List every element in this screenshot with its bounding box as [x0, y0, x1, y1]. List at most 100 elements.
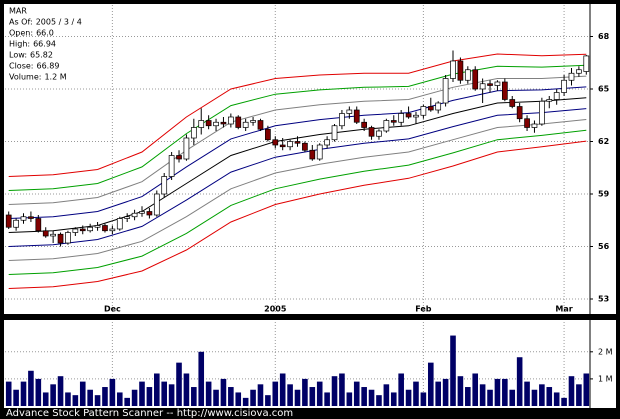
candle-body [316, 144, 323, 160]
candle-body [65, 232, 71, 244]
info-label: Close: [9, 62, 34, 71]
candle-body [346, 109, 353, 114]
candle-body [205, 120, 212, 127]
y-tick-label: 65 [598, 85, 610, 94]
candle-body [220, 121, 227, 125]
candle-body [57, 233, 64, 244]
volume-bar [398, 373, 404, 406]
candle-body [87, 226, 94, 232]
volume-bar [472, 373, 479, 406]
candle-body [153, 193, 160, 216]
candle-body [531, 123, 538, 128]
volume-bar [198, 351, 205, 406]
candle-body [102, 225, 108, 232]
volume-bar [5, 381, 12, 406]
volume-bar [420, 392, 427, 406]
volume-bar [213, 389, 219, 406]
candle-body [420, 106, 427, 116]
candle-body [539, 100, 545, 125]
candle-body [265, 128, 271, 141]
volume-bar [368, 389, 375, 406]
candle-body [116, 218, 123, 230]
candle-body [213, 121, 219, 127]
band-line [8, 75, 587, 205]
band-line [8, 140, 587, 289]
volume-bar [154, 373, 160, 406]
volume-bar [161, 381, 168, 406]
volume-bar [220, 378, 227, 406]
candle-body [190, 127, 197, 139]
volume-bar [235, 392, 242, 406]
volume-bar [479, 384, 486, 406]
candle-body [516, 106, 523, 120]
x-tick-label: Dec [104, 305, 121, 314]
volume-bar [13, 389, 19, 406]
candle-body [183, 137, 190, 160]
volume-bar [294, 389, 301, 406]
candle-body [131, 212, 138, 218]
volume-bar [405, 389, 412, 406]
candle-body [294, 141, 301, 144]
volume-bar [576, 384, 582, 406]
band-line [8, 64, 587, 191]
volume-bar [257, 384, 264, 406]
info-value: 65.82 [30, 51, 53, 60]
candle-body [376, 130, 382, 137]
band-line [8, 119, 587, 261]
volume-bar [287, 384, 293, 406]
candle-body [250, 120, 256, 123]
band-line [8, 53, 587, 177]
volume-bar [228, 387, 234, 406]
volume-bar [339, 373, 345, 406]
volume-bar [272, 381, 279, 406]
volume-bar [20, 381, 27, 406]
candle-body [383, 120, 390, 132]
volume-bar [524, 381, 530, 406]
candle-body [546, 99, 553, 102]
volume-bar [302, 378, 308, 406]
info-value: 1.2 M [44, 73, 66, 82]
candle-body [13, 219, 19, 228]
candle-body [257, 120, 264, 130]
y-tick-label: 53 [598, 295, 609, 304]
info-value: 66.0 [36, 29, 54, 38]
volume-bar [250, 389, 256, 406]
info-label: Low: [9, 51, 27, 60]
candle-body [79, 228, 86, 232]
volume-bar [139, 381, 145, 406]
candle-body [390, 120, 397, 123]
volume-bar [146, 387, 153, 406]
volume-bar [242, 397, 249, 406]
candle-body [576, 69, 582, 74]
volume-bar [494, 378, 501, 406]
volume-bar [450, 335, 456, 406]
candle-body [109, 228, 116, 232]
volume-bar [316, 381, 323, 406]
band-line [8, 108, 587, 247]
volume-bar [87, 389, 93, 406]
candle-body [279, 144, 286, 148]
volume-bar [57, 376, 64, 406]
candle-body [72, 228, 79, 233]
candle-body [442, 78, 449, 104]
candle-body [561, 79, 567, 93]
band-line [8, 129, 587, 275]
info-value: 66.94 [33, 40, 56, 49]
candle-body [472, 69, 479, 90]
candle-body [479, 83, 486, 90]
volume-bar [583, 373, 590, 406]
candle-body [5, 214, 12, 228]
candle-body [302, 142, 308, 151]
volume-bar [109, 378, 116, 406]
info-label: As Of: [9, 18, 33, 27]
volume-bar [539, 384, 545, 406]
candle-body [28, 216, 34, 219]
volume-bar [435, 381, 441, 406]
y-tick-label: 1 M [598, 374, 613, 383]
volume-bar [116, 392, 123, 406]
volume-bar [390, 392, 397, 406]
x-tick-label: 2005 [264, 305, 287, 314]
volume-bar [168, 384, 175, 406]
candle-body [272, 139, 279, 146]
volume-bar [124, 397, 130, 406]
